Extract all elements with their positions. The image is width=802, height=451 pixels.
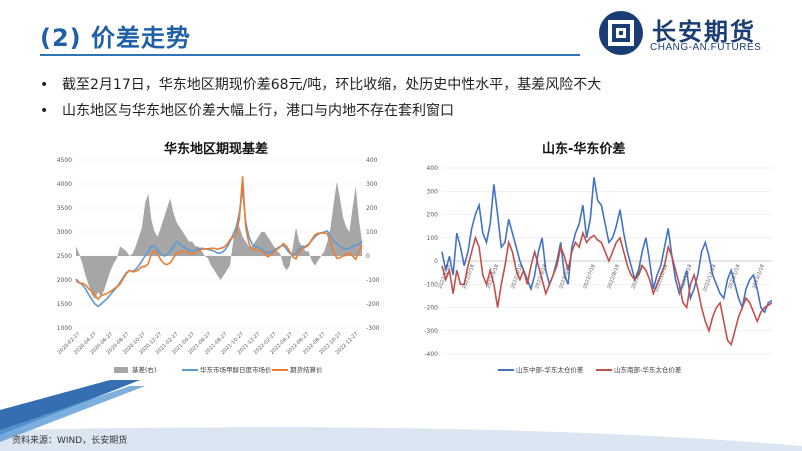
title-bar: (2) 价差走势 长安期货 CHANG-AN.FUTURES xyxy=(0,0,802,66)
legend-label: 华东市场甲醇日度市场价 xyxy=(200,365,272,374)
x-tick-label: 2022/6/18 xyxy=(558,264,572,290)
bullet-list: • 截至2月17日，华东地区期现价差68元/吨，环比收缩，处历史中性水平，基差风… xyxy=(34,72,774,124)
logo-text-en: CHANG-AN.FUTURES xyxy=(650,42,762,53)
x-tick-label: 2022/4/18 xyxy=(510,264,524,290)
legend-swatch xyxy=(114,367,128,373)
footer-wave-decoration xyxy=(0,380,802,451)
chart-basis-east-china: 10001500200025003000350040004500-300-200… xyxy=(57,157,380,374)
y-right-tick-label: 0 xyxy=(366,253,370,260)
y-right-tick-label: -100 xyxy=(366,277,380,284)
y-tick-label: -200 xyxy=(424,305,438,312)
y-left-tick-label: 2000 xyxy=(57,277,72,284)
y-left-tick-label: 1500 xyxy=(57,301,72,308)
y-right-tick-label: 100 xyxy=(366,229,378,236)
y-left-tick-label: 3500 xyxy=(57,205,72,212)
y-tick-label: -300 xyxy=(424,328,438,335)
y-tick-label: -100 xyxy=(424,281,438,288)
x-tick-label: 2022/2/18 xyxy=(462,264,476,290)
y-right-tick-label: 400 xyxy=(366,157,378,164)
legend-label: 山东中部-华东太仓价差 xyxy=(516,365,584,374)
logo-text-cn: 长安期货 xyxy=(652,18,756,46)
bullet-text: 山东地区与华东地区价差大幅上行，港口与内地不存在套利窗口 xyxy=(62,103,454,119)
y-tick-label: 200 xyxy=(427,212,439,219)
logo-emblem-icon xyxy=(599,11,643,55)
y-left-tick-label: 3000 xyxy=(57,229,72,236)
slide-title: (2) 价差走势 xyxy=(40,24,191,52)
bullet-dot-icon: • xyxy=(40,103,49,119)
y-right-tick-label: -300 xyxy=(366,325,380,332)
source-note: 资料来源：WIND，长安期货 xyxy=(12,436,128,446)
series-central-line xyxy=(441,177,773,314)
legend-label: 期货结算价 xyxy=(290,365,323,374)
x-tick-label: 2022/11/18 xyxy=(678,264,693,293)
y-left-tick-label: 4500 xyxy=(57,157,72,164)
y-left-tick-label: 4000 xyxy=(57,181,72,188)
series-spot-line xyxy=(75,188,363,308)
y-tick-label: -400 xyxy=(424,351,438,358)
y-right-tick-label: 200 xyxy=(366,205,378,212)
bullet-dot-icon: • xyxy=(40,77,49,93)
y-tick-label: 100 xyxy=(427,235,439,242)
bullet-item: • 截至2月17日，华东地区期现价差68元/吨，环比收缩，处历史中性水平，基差风… xyxy=(34,72,774,98)
bullet-item: • 山东地区与华东地区价差大幅上行，港口与内地不存在套利窗口 xyxy=(34,98,774,124)
y-right-tick-label: -200 xyxy=(366,301,380,308)
y-right-tick-label: 300 xyxy=(366,181,378,188)
y-tick-label: 300 xyxy=(427,188,439,195)
series-futures-line xyxy=(75,176,363,301)
chart2-title: 山东-华东价差 xyxy=(542,142,626,157)
legend-label: 基差(右) xyxy=(132,365,157,374)
bullet-text: 截至2月17日，华东地区期现价差68元/吨，环比收缩，处历史中性水平，基差风险不… xyxy=(62,77,602,93)
title-underline xyxy=(40,54,580,56)
series-south-line xyxy=(441,230,773,347)
series-basis-area xyxy=(76,181,362,300)
y-left-tick-label: 2500 xyxy=(57,253,72,260)
y-tick-label: 400 xyxy=(427,165,439,172)
chart1-title: 华东地区期现基差 xyxy=(164,142,269,157)
y-left-tick-label: 1000 xyxy=(57,325,72,332)
x-tick-label: 2022/8/18 xyxy=(607,264,621,290)
legend-label: 山东南部-华东太仓价差 xyxy=(614,365,682,374)
x-tick-label: 2022/12/18 xyxy=(702,264,717,293)
company-logo: 长安期货 CHANG-AN.FUTURES xyxy=(596,8,796,58)
x-tick-label: 2022/7/18 xyxy=(582,264,596,290)
y-tick-label: 0 xyxy=(434,258,438,265)
